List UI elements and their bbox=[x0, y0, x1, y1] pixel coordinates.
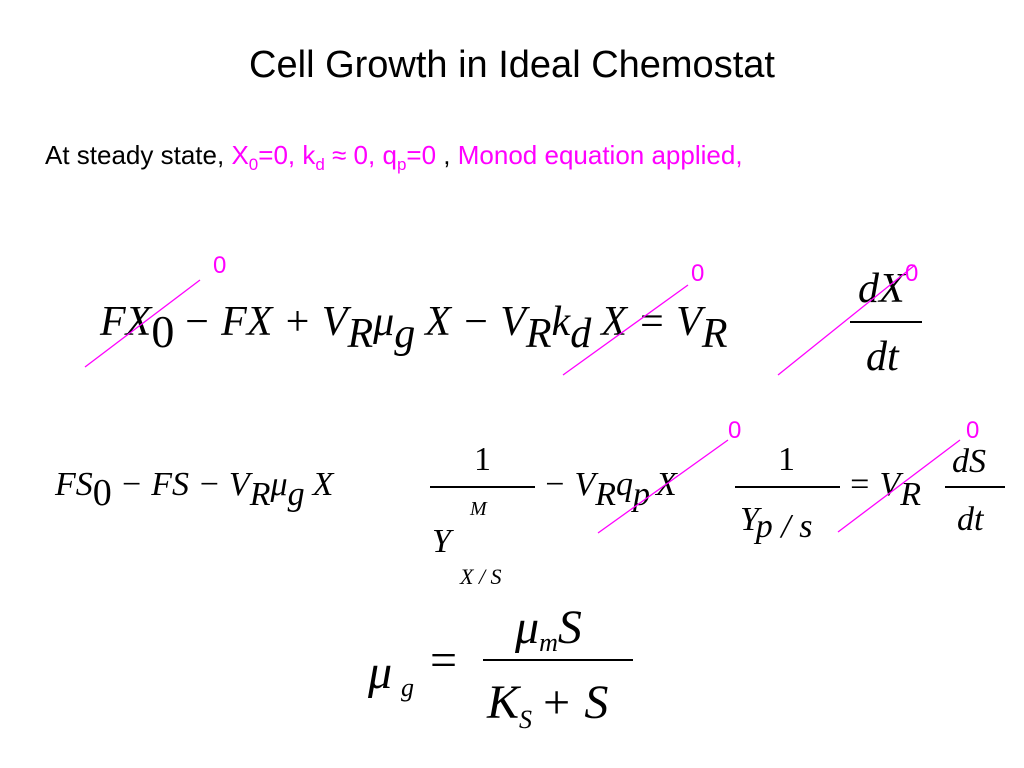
equation-3: μ g = μmS KS + S bbox=[367, 601, 633, 734]
zero-note: 0 bbox=[966, 417, 979, 444]
sub: g bbox=[394, 311, 415, 357]
intro-conditions: X0=0, kd ≈ 0, qp=0 bbox=[231, 140, 437, 174]
term: μ bbox=[270, 466, 288, 503]
denominator: dt bbox=[957, 501, 985, 538]
sub: p bbox=[631, 476, 650, 513]
term: − FS − V bbox=[120, 466, 254, 503]
term: − FX + V bbox=[182, 299, 351, 345]
cond: X bbox=[231, 140, 249, 170]
intro-lead: At steady state, bbox=[45, 140, 225, 170]
term: μ bbox=[372, 299, 394, 345]
denominator: Yp / s bbox=[740, 501, 812, 545]
zero-note: 0 bbox=[728, 417, 741, 444]
sub: R bbox=[594, 476, 616, 513]
denominator: KS + S bbox=[486, 676, 608, 734]
term: μ bbox=[514, 601, 539, 654]
sub: m bbox=[539, 628, 558, 657]
sub: 0 bbox=[151, 306, 174, 357]
term: k bbox=[552, 299, 572, 345]
sub: g bbox=[288, 476, 305, 513]
sub: 0 bbox=[93, 472, 112, 514]
cond: =0, k bbox=[258, 140, 316, 170]
sub: R bbox=[525, 311, 552, 357]
zero-note: 0 bbox=[691, 260, 704, 287]
term: q bbox=[616, 466, 633, 503]
numerator: μmS bbox=[514, 601, 582, 657]
cond-sub: 0 bbox=[248, 155, 259, 175]
term: X − V bbox=[423, 299, 530, 345]
sub: d bbox=[570, 311, 592, 357]
cond-sub: p bbox=[396, 155, 407, 175]
term: X = V bbox=[599, 299, 706, 345]
superscript: M bbox=[469, 498, 488, 520]
term: S bbox=[558, 601, 582, 654]
cond: ≈ 0, q bbox=[332, 140, 397, 170]
subscript: X / S bbox=[459, 564, 502, 589]
strike bbox=[84, 279, 201, 368]
sub: S bbox=[519, 705, 532, 734]
separator: , bbox=[443, 140, 451, 170]
term: = V bbox=[848, 466, 904, 503]
numerator: 1 bbox=[474, 441, 491, 478]
sub: p / s bbox=[754, 508, 813, 545]
eq-text: FS0− FS − VRμg X bbox=[54, 466, 335, 514]
eq-text: = VR bbox=[848, 466, 921, 513]
term: X bbox=[311, 466, 335, 503]
term: + S bbox=[540, 676, 608, 729]
slide-title: Cell Growth in Ideal Chemostat bbox=[249, 44, 775, 86]
term: FS bbox=[54, 466, 93, 503]
denominator: Y bbox=[432, 523, 454, 560]
strike bbox=[597, 439, 729, 534]
term: − V bbox=[543, 466, 599, 503]
sub: R bbox=[701, 311, 728, 357]
term: μ bbox=[367, 646, 392, 699]
equation-1: FX0− FX + VRμg X − VRkd X = VR dX dt bbox=[99, 266, 922, 380]
sub: R bbox=[346, 311, 373, 357]
sub: R bbox=[899, 476, 921, 513]
eq-text: FX0− FX + VRμg X − VRkd X = VR bbox=[99, 299, 728, 357]
intro-line: At steady state, X0=0, kd ≈ 0, qp=0 , Mo… bbox=[45, 140, 743, 175]
zero-note: 0 bbox=[905, 260, 918, 287]
numerator: 1 bbox=[778, 441, 795, 478]
term: K bbox=[486, 676, 522, 729]
strike bbox=[837, 439, 961, 533]
eq-text: − VRqpX bbox=[543, 466, 678, 513]
zero-note: 0 bbox=[213, 252, 226, 279]
cond: =0 bbox=[406, 140, 437, 170]
intro-note: Monod equation applied, bbox=[457, 140, 743, 170]
sub: g bbox=[401, 673, 414, 702]
denominator: dt bbox=[866, 334, 900, 380]
numerator: dS bbox=[952, 443, 986, 480]
strike bbox=[777, 264, 916, 376]
strike bbox=[562, 284, 689, 376]
sub: R bbox=[249, 476, 271, 513]
cond-sub: d bbox=[315, 155, 325, 175]
operator: = bbox=[430, 634, 457, 687]
